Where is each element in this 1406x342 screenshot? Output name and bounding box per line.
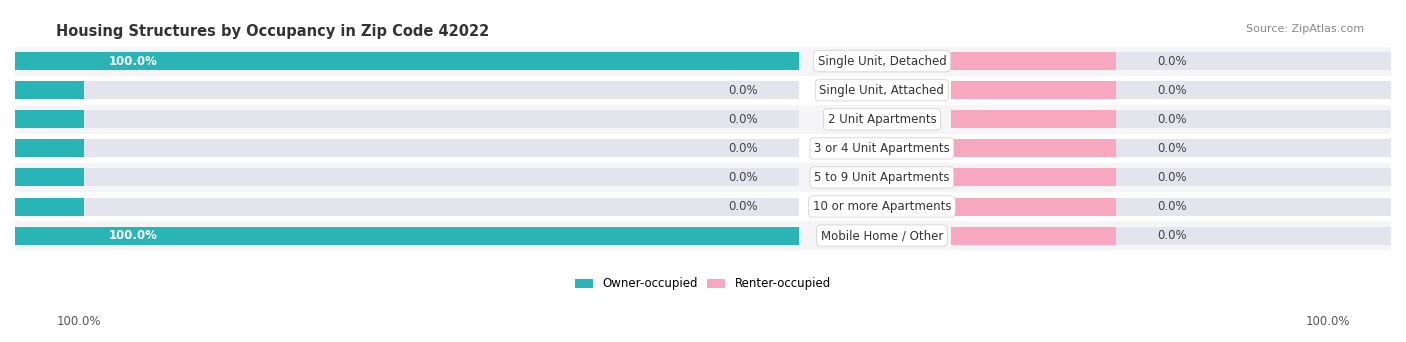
- Bar: [950, 226, 1116, 245]
- Text: 0.0%: 0.0%: [1157, 142, 1187, 155]
- Text: Source: ZipAtlas.com: Source: ZipAtlas.com: [1246, 24, 1364, 34]
- Bar: [950, 110, 1116, 128]
- Bar: [15, 226, 800, 245]
- Text: 0.0%: 0.0%: [728, 200, 758, 213]
- Bar: [15, 52, 800, 70]
- Text: Mobile Home / Other: Mobile Home / Other: [821, 229, 943, 242]
- Bar: [1116, 169, 1391, 186]
- Text: 0.0%: 0.0%: [728, 142, 758, 155]
- Bar: [15, 105, 1391, 134]
- Bar: [15, 226, 800, 245]
- Text: 5 to 9 Unit Apartments: 5 to 9 Unit Apartments: [814, 171, 949, 184]
- Text: Single Unit, Detached: Single Unit, Detached: [817, 55, 946, 68]
- Bar: [15, 163, 1391, 192]
- Bar: [1116, 140, 1391, 157]
- Text: 0.0%: 0.0%: [728, 84, 758, 97]
- Text: Single Unit, Attached: Single Unit, Attached: [820, 84, 945, 97]
- Bar: [15, 169, 800, 186]
- Text: 100.0%: 100.0%: [110, 55, 157, 68]
- Text: 0.0%: 0.0%: [728, 171, 758, 184]
- Text: 0.0%: 0.0%: [1157, 55, 1187, 68]
- Bar: [950, 197, 1116, 215]
- Bar: [950, 52, 1116, 70]
- Bar: [15, 110, 800, 128]
- Text: 100.0%: 100.0%: [1305, 315, 1350, 328]
- Text: 10 or more Apartments: 10 or more Apartments: [813, 200, 950, 213]
- Text: 100.0%: 100.0%: [110, 229, 157, 242]
- Bar: [15, 47, 1391, 76]
- Legend: Owner-occupied, Renter-occupied: Owner-occupied, Renter-occupied: [571, 273, 835, 295]
- Text: 0.0%: 0.0%: [1157, 171, 1187, 184]
- Bar: [15, 197, 800, 215]
- Bar: [950, 140, 1116, 157]
- Bar: [15, 192, 1391, 221]
- Bar: [15, 197, 84, 215]
- Bar: [1116, 81, 1391, 99]
- Text: 0.0%: 0.0%: [728, 113, 758, 126]
- Bar: [15, 140, 84, 157]
- Text: 2 Unit Apartments: 2 Unit Apartments: [828, 113, 936, 126]
- Bar: [15, 140, 800, 157]
- Bar: [15, 81, 800, 99]
- Text: 0.0%: 0.0%: [1157, 229, 1187, 242]
- Bar: [1116, 52, 1391, 70]
- Bar: [15, 76, 1391, 105]
- Bar: [15, 81, 84, 99]
- Text: 100.0%: 100.0%: [56, 315, 101, 328]
- Bar: [15, 134, 1391, 163]
- Text: 3 or 4 Unit Apartments: 3 or 4 Unit Apartments: [814, 142, 950, 155]
- Bar: [950, 169, 1116, 186]
- Bar: [1116, 226, 1391, 245]
- Text: 0.0%: 0.0%: [1157, 84, 1187, 97]
- Bar: [1116, 110, 1391, 128]
- Text: Housing Structures by Occupancy in Zip Code 42022: Housing Structures by Occupancy in Zip C…: [56, 24, 489, 39]
- Bar: [1116, 197, 1391, 215]
- Text: 0.0%: 0.0%: [1157, 200, 1187, 213]
- Bar: [950, 81, 1116, 99]
- Bar: [15, 221, 1391, 250]
- Bar: [15, 169, 84, 186]
- Bar: [15, 52, 800, 70]
- Text: 0.0%: 0.0%: [1157, 113, 1187, 126]
- Bar: [15, 110, 84, 128]
